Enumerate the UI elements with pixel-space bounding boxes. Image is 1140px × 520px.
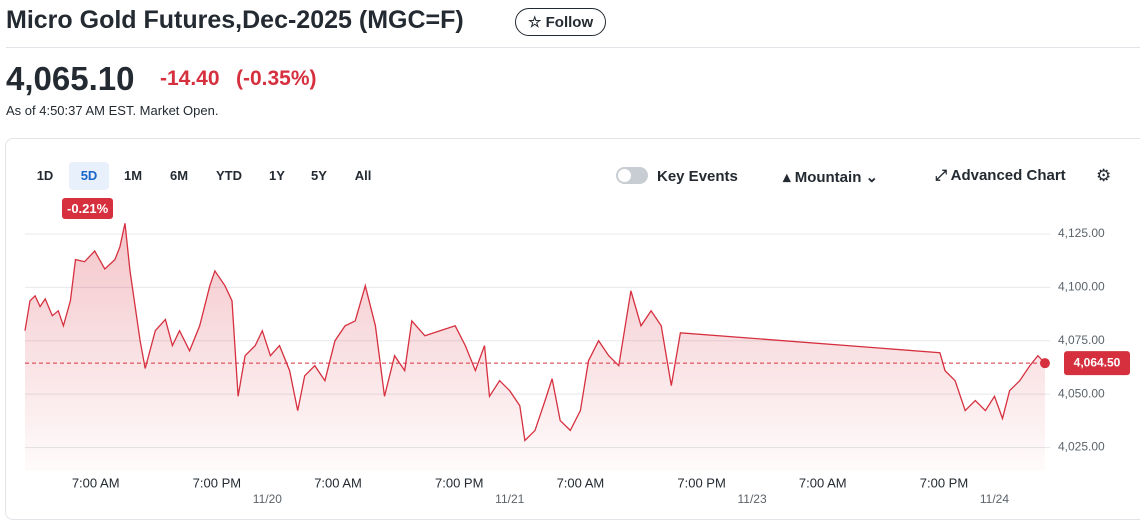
title: Micro Gold Futures,Dec-2025 (MGC=F) [6,6,464,34]
chart-style-label: Mountain [794,169,862,186]
x-tick-label: 7:00 PM [920,475,968,490]
date-tick-label: 11/20 [253,492,282,506]
x-tick-label: 7:00 AM [72,475,120,490]
last-price-label: 4,064.50 [1074,355,1121,369]
follow-button[interactable]: ☆ Follow [515,8,607,36]
price-line [24,223,1046,442]
chart-style[interactable]: ▴ Mountain ⌄ [783,169,879,186]
change: -14.40 [160,67,220,90]
x-tick-label: 7:00 PM [677,475,725,490]
range-change: -0.21% [62,198,114,219]
range-button[interactable]: 1M [123,168,143,183]
y-tick-label: 4,050.00 [1058,386,1105,400]
as-of: As of 4:50:37 AM EST. Market Open. [6,103,219,118]
date-tick-label: 11/24 [980,492,1009,506]
y-tick-label: 4,125.00 [1058,226,1105,240]
last-price-dot [1039,358,1050,369]
x-tick-label: 7:00 AM [557,475,605,490]
range-button[interactable]: YTD [216,168,242,183]
toggle[interactable] [616,167,648,184]
range-button[interactable]: 5Y [311,168,327,183]
date-tick-label: 11/21 [495,492,524,506]
price: 4,065.10 [6,60,135,97]
date-tick-label: 11/23 [738,492,767,506]
y-tick-label: 4,025.00 [1058,440,1105,454]
range-button[interactable]: All [354,168,372,183]
divider [6,47,1140,48]
x-tick-label: 7:00 PM [435,475,483,490]
range-button[interactable]: 6M [169,168,189,183]
advanced-chart[interactable]: ⤢ Advanced Chart [935,167,1066,184]
x-tick-label: 7:00 AM [314,475,362,490]
settings-icon[interactable]: ⚙ [1096,166,1112,185]
x-tick-label: 7:00 AM [799,475,847,490]
y-tick-label: 4,075.00 [1058,333,1105,347]
y-tick-label: 4,100.00 [1058,280,1105,294]
last-price-badge [1064,351,1130,376]
range-button[interactable]: 5D [69,162,109,190]
range-button[interactable]: 1D [36,168,54,183]
advanced-chart-label: Advanced Chart [950,167,1066,184]
change-percent: (-0.35%) [236,67,317,90]
key-events[interactable]: Key Events [657,168,738,185]
range-button[interactable]: 1Y [269,168,285,183]
area [25,223,1045,471]
x-tick-label: 7:00 PM [193,475,241,490]
follow-label: Follow [545,14,594,31]
